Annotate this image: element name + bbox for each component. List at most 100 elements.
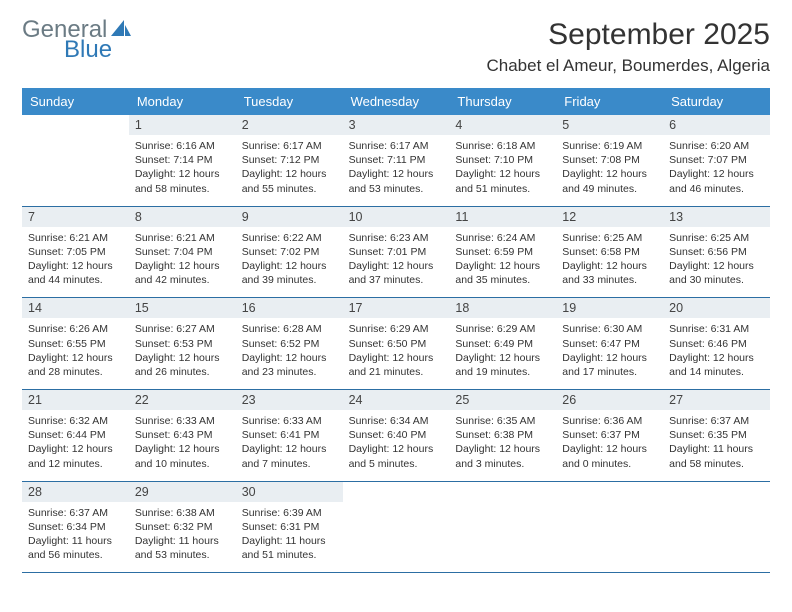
sunset-line: Sunset: 6:50 PM — [349, 337, 444, 351]
day-info: Sunrise: 6:37 AMSunset: 6:35 PMDaylight:… — [669, 414, 764, 471]
daylight-line: Daylight: 12 hours and 39 minutes. — [242, 259, 337, 287]
title-block: September 2025 Chabet el Ameur, Boumerde… — [487, 18, 771, 76]
calendar-day-cell: 5Sunrise: 6:19 AMSunset: 7:08 PMDaylight… — [556, 115, 663, 206]
day-info: Sunrise: 6:23 AMSunset: 7:01 PMDaylight:… — [349, 231, 444, 288]
calendar-day-cell: 30Sunrise: 6:39 AMSunset: 6:31 PMDayligh… — [236, 482, 343, 573]
sunset-line: Sunset: 6:53 PM — [135, 337, 230, 351]
daylight-line: Daylight: 12 hours and 7 minutes. — [242, 442, 337, 470]
daylight-line: Daylight: 12 hours and 44 minutes. — [28, 259, 123, 287]
day-number: 8 — [129, 207, 236, 227]
day-info: Sunrise: 6:22 AMSunset: 7:02 PMDaylight:… — [242, 231, 337, 288]
sunset-line: Sunset: 6:35 PM — [669, 428, 764, 442]
calendar-week-row: 7 Sunrise: 6:21 AMSunset: 7:05 PMDaylight… — [22, 207, 770, 299]
calendar-day-cell — [22, 115, 129, 206]
day-number: 20 — [663, 298, 770, 318]
calendar-day-cell: 19Sunrise: 6:30 AMSunset: 6:47 PMDayligh… — [556, 298, 663, 389]
sunrise-line: Sunrise: 6:32 AM — [28, 414, 123, 428]
sunset-line: Sunset: 6:49 PM — [455, 337, 550, 351]
calendar-day-cell: 10Sunrise: 6:23 AMSunset: 7:01 PMDayligh… — [343, 207, 450, 298]
sunrise-line: Sunrise: 6:39 AM — [242, 506, 337, 520]
sunrise-line: Sunrise: 6:16 AM — [135, 139, 230, 153]
daylight-line: Daylight: 12 hours and 30 minutes. — [669, 259, 764, 287]
sunrise-line: Sunrise: 6:29 AM — [349, 322, 444, 336]
day-info: Sunrise: 6:29 AMSunset: 6:49 PMDaylight:… — [455, 322, 550, 379]
day-info: Sunrise: 6:33 AMSunset: 6:41 PMDaylight:… — [242, 414, 337, 471]
daylight-line: Daylight: 12 hours and 19 minutes. — [455, 351, 550, 379]
sunrise-line: Sunrise: 6:30 AM — [562, 322, 657, 336]
calendar-week-row: 21Sunrise: 6:32 AMSunset: 6:44 PMDayligh… — [22, 390, 770, 482]
sunrise-line: Sunrise: 6:23 AM — [349, 231, 444, 245]
day-number: 28 — [22, 482, 129, 502]
sunset-line: Sunset: 6:37 PM — [562, 428, 657, 442]
sail-icon — [110, 18, 132, 42]
sunrise-line: Sunrise: 6:35 AM — [455, 414, 550, 428]
day-number: 22 — [129, 390, 236, 410]
day-number: 2 — [236, 115, 343, 135]
sunrise-line: Sunrise: 6:36 AM — [562, 414, 657, 428]
day-number: 19 — [556, 298, 663, 318]
day-info: Sunrise: 6:17 AMSunset: 7:11 PMDaylight:… — [349, 139, 444, 196]
dow-header-row: SundayMondayTuesdayWednesdayThursdayFrid… — [22, 88, 770, 115]
day-number: 15 — [129, 298, 236, 318]
calendar-day-cell: 16Sunrise: 6:28 AMSunset: 6:52 PMDayligh… — [236, 298, 343, 389]
day-info: Sunrise: 6:36 AMSunset: 6:37 PMDaylight:… — [562, 414, 657, 471]
sunrise-line: Sunrise: 6:22 AM — [242, 231, 337, 245]
day-number: 30 — [236, 482, 343, 502]
day-info: Sunrise: 6:37 AMSunset: 6:34 PMDaylight:… — [28, 506, 123, 563]
dow-header-cell: Saturday — [663, 88, 770, 115]
calendar: SundayMondayTuesdayWednesdayThursdayFrid… — [22, 88, 770, 573]
sunset-line: Sunset: 6:58 PM — [562, 245, 657, 259]
daylight-line: Daylight: 11 hours and 58 minutes. — [669, 442, 764, 470]
sunrise-line: Sunrise: 6:21 AM — [28, 231, 123, 245]
day-number: 25 — [449, 390, 556, 410]
sunrise-line: Sunrise: 6:38 AM — [135, 506, 230, 520]
daylight-line: Daylight: 12 hours and 12 minutes. — [28, 442, 123, 470]
page-header: General Blue September 2025 Chabet el Am… — [22, 18, 770, 76]
calendar-day-cell: 26Sunrise: 6:36 AMSunset: 6:37 PMDayligh… — [556, 390, 663, 481]
calendar-week-row: 1Sunrise: 6:16 AMSunset: 7:14 PMDaylight… — [22, 115, 770, 207]
dow-header-cell: Monday — [129, 88, 236, 115]
day-number: 11 — [449, 207, 556, 227]
sunset-line: Sunset: 7:08 PM — [562, 153, 657, 167]
daylight-line: Daylight: 12 hours and 23 minutes. — [242, 351, 337, 379]
sunrise-line: Sunrise: 6:37 AM — [669, 414, 764, 428]
day-number: 29 — [129, 482, 236, 502]
day-info: Sunrise: 6:31 AMSunset: 6:46 PMDaylight:… — [669, 322, 764, 379]
calendar-day-cell: 23 Sunrise: 6:33 AMSunset: 6:41 PMDayligh… — [236, 390, 343, 481]
daylight-line: Daylight: 12 hours and 26 minutes. — [135, 351, 230, 379]
sunset-line: Sunset: 7:14 PM — [135, 153, 230, 167]
daylight-line: Daylight: 12 hours and 46 minutes. — [669, 167, 764, 195]
calendar-day-cell: 18Sunrise: 6:29 AMSunset: 6:49 PMDayligh… — [449, 298, 556, 389]
day-number: 16 — [236, 298, 343, 318]
sunrise-line: Sunrise: 6:17 AM — [242, 139, 337, 153]
day-info: Sunrise: 6:16 AMSunset: 7:14 PMDaylight:… — [135, 139, 230, 196]
day-info: Sunrise: 6:35 AMSunset: 6:38 PMDaylight:… — [455, 414, 550, 471]
sunrise-line: Sunrise: 6:27 AM — [135, 322, 230, 336]
sunset-line: Sunset: 6:40 PM — [349, 428, 444, 442]
sunset-line: Sunset: 7:04 PM — [135, 245, 230, 259]
sunrise-line: Sunrise: 6:37 AM — [28, 506, 123, 520]
calendar-day-cell: 2Sunrise: 6:17 AMSunset: 7:12 PMDaylight… — [236, 115, 343, 206]
sunset-line: Sunset: 6:55 PM — [28, 337, 123, 351]
day-number: 23 — [236, 390, 343, 410]
day-info: Sunrise: 6:34 AMSunset: 6:40 PMDaylight:… — [349, 414, 444, 471]
calendar-day-cell: 22 Sunrise: 6:33 AMSunset: 6:43 PMDayligh… — [129, 390, 236, 481]
day-number: 13 — [663, 207, 770, 227]
sunset-line: Sunset: 6:38 PM — [455, 428, 550, 442]
day-info: Sunrise: 6:20 AMSunset: 7:07 PMDaylight:… — [669, 139, 764, 196]
calendar-day-cell: 6Sunrise: 6:20 AMSunset: 7:07 PMDaylight… — [663, 115, 770, 206]
calendar-week-row: 14Sunrise: 6:26 AMSunset: 6:55 PMDayligh… — [22, 298, 770, 390]
sunset-line: Sunset: 6:31 PM — [242, 520, 337, 534]
day-info: Sunrise: 6:29 AMSunset: 6:50 PMDaylight:… — [349, 322, 444, 379]
sunset-line: Sunset: 6:34 PM — [28, 520, 123, 534]
day-number: 14 — [22, 298, 129, 318]
sunrise-line: Sunrise: 6:34 AM — [349, 414, 444, 428]
sunrise-line: Sunrise: 6:18 AM — [455, 139, 550, 153]
calendar-day-cell — [556, 482, 663, 573]
calendar-day-cell: 8Sunrise: 6:21 AMSunset: 7:04 PMDaylight… — [129, 207, 236, 298]
day-number: 4 — [449, 115, 556, 135]
daylight-line: Daylight: 12 hours and 55 minutes. — [242, 167, 337, 195]
day-number: 7 — [22, 207, 129, 227]
day-info: Sunrise: 6:33 AMSunset: 6:43 PMDaylight:… — [135, 414, 230, 471]
day-info: Sunrise: 6:21 AMSunset: 7:05 PMDaylight:… — [28, 231, 123, 288]
